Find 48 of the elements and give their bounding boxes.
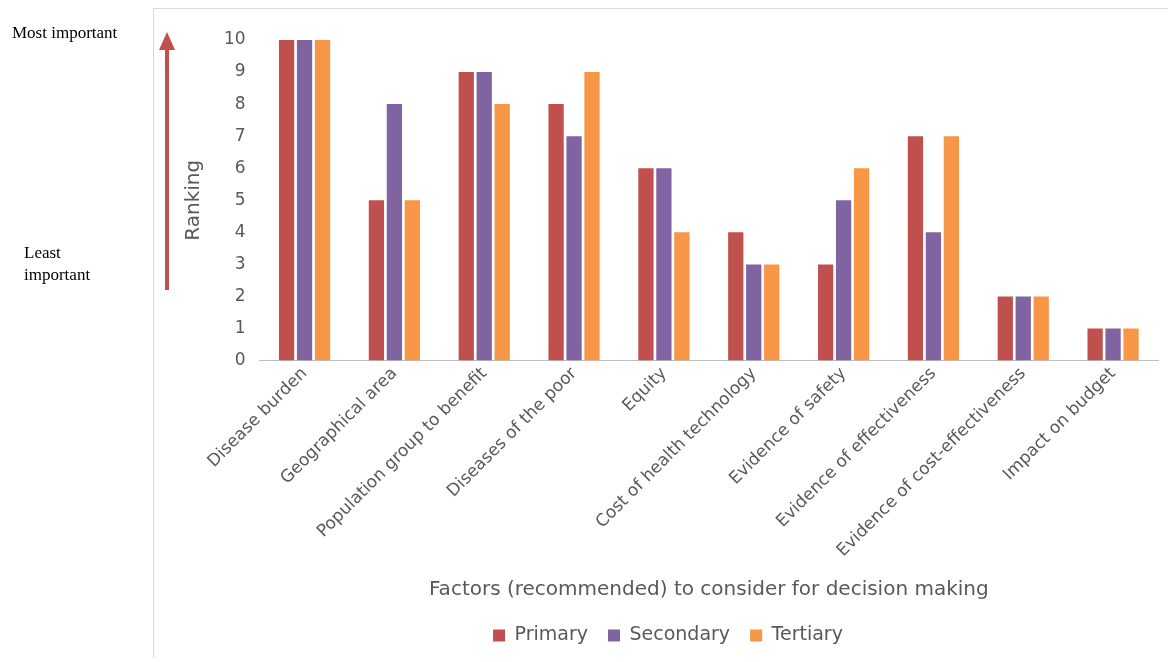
bar	[656, 168, 672, 361]
bar	[907, 136, 924, 361]
y-tick-label: 6	[234, 156, 246, 177]
bar	[1105, 328, 1121, 361]
y-tick-label: 1	[234, 316, 246, 337]
y-tick-label: 3	[234, 252, 246, 273]
y-axis-title: Ranking	[180, 159, 205, 241]
y-tick-label: 5	[234, 188, 246, 209]
text: Most important	[12, 22, 119, 44]
y-tick-label: 2	[234, 284, 246, 305]
x-axis-title: Factors (recommended) to consider for decision making	[428, 576, 989, 601]
legend-label: Tertiary	[770, 622, 843, 645]
y-tick-label: 4	[234, 220, 246, 241]
y-tick-label: 10	[223, 28, 246, 49]
bar	[404, 200, 420, 361]
bar	[835, 200, 852, 361]
bar	[943, 136, 960, 361]
bar	[368, 200, 385, 361]
y-tick-label: 8	[234, 92, 246, 113]
bar	[278, 40, 295, 361]
bar	[296, 40, 313, 361]
bar	[386, 104, 403, 361]
bar	[853, 168, 870, 361]
bar	[548, 104, 564, 361]
bar	[494, 104, 510, 361]
bar	[728, 232, 744, 361]
y-tick-label: 0	[234, 349, 246, 370]
bar	[817, 264, 834, 361]
bar	[638, 168, 654, 361]
legend-label: Secondary	[629, 622, 731, 645]
bar	[764, 264, 780, 361]
bar	[1015, 296, 1031, 361]
bar	[1033, 296, 1049, 361]
bar	[1087, 328, 1103, 361]
text: Least important	[24, 242, 92, 286]
bar	[458, 72, 474, 361]
y-tick-label: 9	[234, 60, 246, 81]
bar	[997, 296, 1013, 361]
legend-label: Primary	[514, 622, 588, 645]
bar	[1123, 328, 1139, 361]
bar	[566, 136, 582, 361]
bar	[674, 232, 690, 361]
bar	[314, 40, 331, 361]
bar	[584, 72, 600, 361]
bar	[925, 232, 942, 361]
bar	[476, 72, 492, 361]
y-tick-label: 7	[234, 124, 246, 145]
bar	[746, 264, 762, 361]
